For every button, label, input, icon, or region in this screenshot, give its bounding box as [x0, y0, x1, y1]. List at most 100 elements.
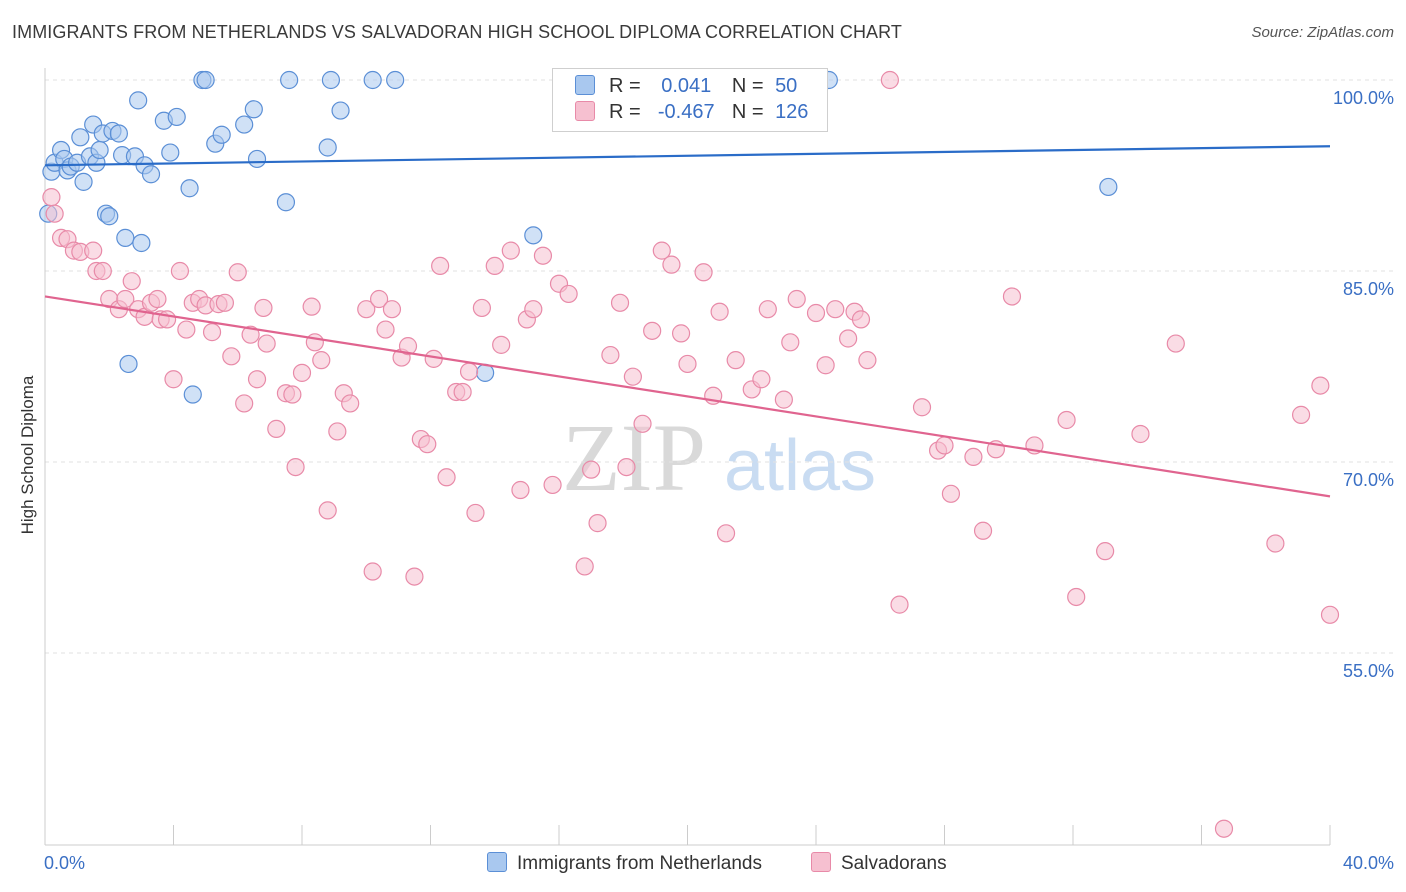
data-point	[267, 419, 286, 438]
data-point	[431, 256, 450, 276]
data-point	[806, 303, 826, 323]
data-point	[276, 193, 296, 212]
data-point	[328, 422, 347, 441]
data-point	[212, 125, 231, 144]
chart-title: IMMIGRANTS FROM NETHERLANDS VS SALVADORA…	[12, 22, 903, 42]
data-point	[244, 100, 263, 119]
data-point	[758, 300, 777, 319]
x-tick-label: 40.0%	[1343, 853, 1394, 873]
data-point	[964, 447, 983, 467]
n-label: N =	[731, 101, 764, 123]
data-point	[543, 475, 562, 495]
data-point	[215, 293, 234, 312]
data-point	[93, 261, 112, 281]
data-point	[533, 246, 553, 265]
y-axis-label: High School Diploma	[18, 375, 37, 535]
r-value: -0.467	[657, 101, 715, 123]
data-point	[851, 310, 871, 329]
data-point	[376, 320, 395, 339]
data-point	[1166, 334, 1185, 353]
data-point	[601, 345, 620, 365]
data-point	[652, 241, 671, 260]
data-point	[170, 261, 190, 281]
legend-label: Salvadorans	[841, 853, 947, 874]
data-point	[1291, 405, 1311, 424]
y-tick-label: 85.0%	[1343, 279, 1394, 299]
data-point	[90, 140, 109, 160]
data-point	[418, 435, 437, 454]
data-point	[453, 382, 472, 402]
data-point	[559, 284, 578, 304]
data-point	[1002, 287, 1022, 306]
data-point	[816, 356, 835, 375]
data-point	[228, 263, 247, 282]
legend-swatch-pink	[811, 852, 831, 872]
data-point	[524, 226, 543, 245]
data-point	[633, 414, 652, 433]
data-point	[858, 351, 877, 370]
data-point	[752, 370, 771, 389]
data-point	[890, 595, 909, 614]
data-point	[161, 143, 180, 162]
data-point	[122, 272, 141, 291]
legend-swatch-pink	[575, 101, 595, 121]
data-point	[973, 521, 993, 540]
data-point	[524, 300, 543, 319]
data-point	[283, 385, 302, 404]
data-point	[222, 347, 241, 366]
data-point	[386, 70, 405, 90]
data-point	[119, 354, 138, 374]
watermark-atlas: atlas	[724, 426, 876, 506]
data-point	[331, 101, 350, 120]
data-point	[318, 138, 337, 157]
data-point	[141, 165, 161, 184]
data-point	[74, 172, 93, 191]
legend-item-netherlands: Immigrants from Netherlands	[487, 852, 762, 875]
y-tick-label: 55.0%	[1343, 661, 1394, 681]
series-immigrants-from-netherlands	[39, 70, 1118, 404]
data-point	[492, 335, 511, 354]
data-point	[129, 91, 148, 110]
data-point	[235, 115, 254, 134]
data-point	[880, 70, 899, 90]
data-point	[511, 480, 530, 500]
data-point	[321, 70, 341, 90]
r-value: 0.041	[661, 75, 712, 97]
data-point	[1320, 605, 1340, 624]
stats-legend: R = 0.041 N = 50 R = -0.467 N = 126	[552, 68, 828, 132]
data-point	[84, 241, 103, 260]
data-point	[839, 329, 858, 348]
n-label: N =	[731, 75, 764, 97]
trend-line	[44, 145, 1331, 167]
data-point	[466, 503, 485, 523]
data-point	[472, 298, 491, 318]
data-point	[787, 289, 806, 309]
data-point	[912, 398, 932, 417]
data-point	[100, 207, 119, 226]
data-point	[247, 370, 267, 389]
data-point	[617, 457, 636, 477]
data-point	[341, 394, 360, 413]
data-point	[280, 70, 299, 90]
series-salvadorans	[42, 70, 1340, 838]
data-point	[241, 325, 260, 344]
data-point	[1099, 177, 1118, 197]
data-point	[1096, 542, 1115, 561]
data-point	[671, 324, 691, 343]
data-point	[42, 188, 61, 207]
data-point	[292, 363, 312, 382]
data-point	[588, 514, 607, 533]
tick-labels: 55.0% 70.0% 85.0% 100.0% 0.0% 40.0%	[44, 88, 1394, 873]
data-point	[357, 300, 376, 319]
data-point	[196, 70, 215, 90]
data-point	[610, 293, 630, 312]
legend-swatch-blue	[487, 852, 507, 872]
data-point	[781, 333, 800, 352]
data-point	[247, 149, 267, 169]
data-point	[710, 302, 729, 321]
data-point	[183, 385, 202, 404]
data-point	[485, 256, 504, 276]
data-point	[318, 501, 337, 520]
data-point	[398, 337, 418, 356]
